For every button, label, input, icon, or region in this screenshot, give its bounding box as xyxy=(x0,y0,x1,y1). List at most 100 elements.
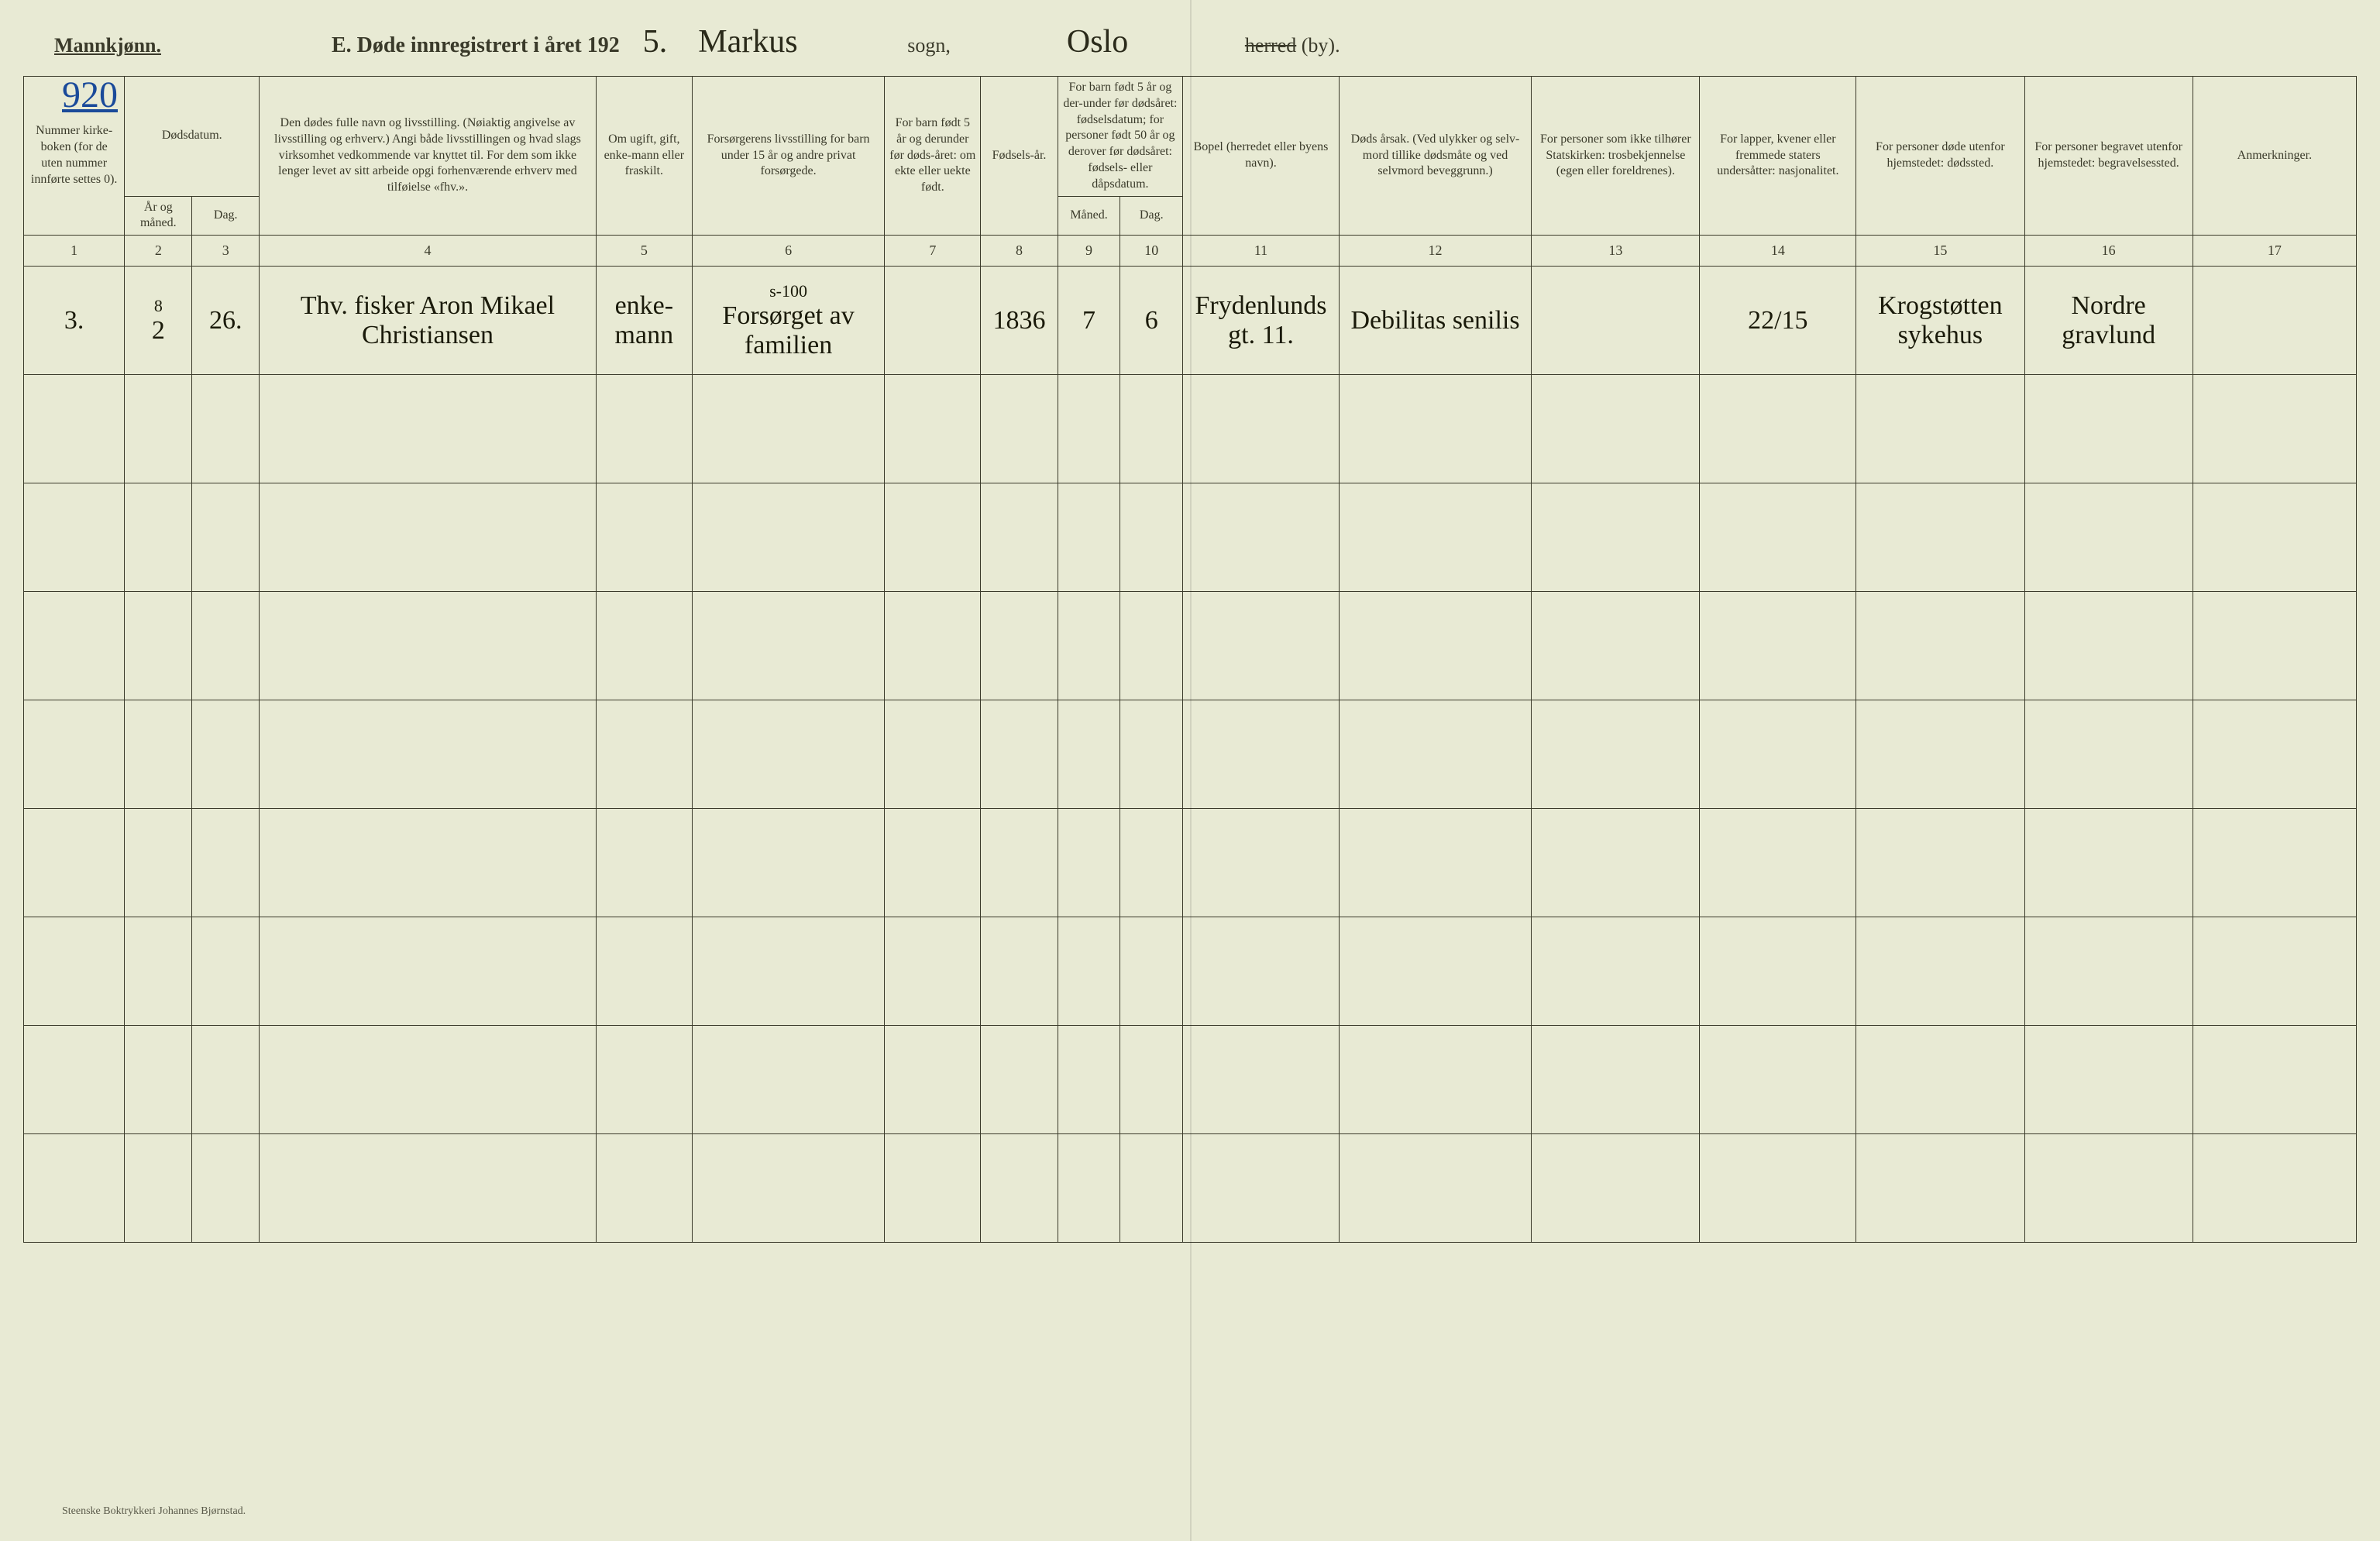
col-header-7: For barn født 5 år og derunder før døds-… xyxy=(885,77,981,236)
cell: Krogstøtten sykehus xyxy=(1856,267,2024,375)
cell-empty xyxy=(692,917,884,1026)
cell-empty xyxy=(192,917,260,1026)
cell-empty xyxy=(125,592,192,700)
cell-empty xyxy=(260,917,597,1026)
cell: Debilitas senilis xyxy=(1339,267,1531,375)
sogn-label: sogn, xyxy=(907,34,951,57)
cell-empty xyxy=(1120,809,1183,917)
column-number: 17 xyxy=(2193,236,2356,267)
cell-empty xyxy=(596,592,692,700)
table-row-empty xyxy=(24,592,2357,700)
cell-empty xyxy=(981,809,1058,917)
cell-empty xyxy=(1700,917,1856,1026)
cell-empty xyxy=(1183,917,1340,1026)
column-number: 3 xyxy=(192,236,260,267)
cell-empty xyxy=(1856,483,2024,592)
cell-empty xyxy=(1058,1134,1120,1243)
cell-empty xyxy=(125,1134,192,1243)
cell-empty xyxy=(981,700,1058,809)
cell: 6 xyxy=(1120,267,1183,375)
cell-empty xyxy=(596,700,692,809)
cell-empty xyxy=(260,1134,597,1243)
cell: Nordre gravlund xyxy=(2024,267,2193,375)
cell-empty xyxy=(1058,809,1120,917)
column-number: 12 xyxy=(1339,236,1531,267)
cell xyxy=(1532,267,1700,375)
col-header-12: Døds årsak. (Ved ulykker og selv-mord ti… xyxy=(1339,77,1531,236)
table-row-empty xyxy=(24,917,2357,1026)
cell-empty xyxy=(192,1134,260,1243)
col-header-13: For personer som ikke tilhører Statskirk… xyxy=(1532,77,1700,236)
column-number: 4 xyxy=(260,236,597,267)
column-number: 1 xyxy=(24,236,125,267)
column-number: 10 xyxy=(1120,236,1183,267)
cell-empty xyxy=(1183,592,1340,700)
cell-empty xyxy=(2024,483,2193,592)
cell-empty xyxy=(192,375,260,483)
cell-empty xyxy=(885,809,981,917)
col-header-9-10-top: For barn født 5 år og der-under før døds… xyxy=(1058,77,1182,197)
cell-empty xyxy=(596,809,692,917)
cell-empty xyxy=(692,483,884,592)
cell-empty xyxy=(1532,483,1700,592)
cell-empty xyxy=(260,700,597,809)
cell: 7 xyxy=(1058,267,1120,375)
col-header-11: Bopel (herredet eller byens navn). xyxy=(1183,77,1340,236)
parish-name: Markus xyxy=(690,23,892,60)
cell-empty xyxy=(260,809,597,917)
cell-empty xyxy=(885,700,981,809)
col-header-9: Måned. xyxy=(1058,196,1120,236)
col-header-3: Dag. xyxy=(192,196,260,236)
column-number: 15 xyxy=(1856,236,2024,267)
cell-empty xyxy=(1532,375,1700,483)
cell-empty xyxy=(1120,375,1183,483)
cell-empty xyxy=(1532,1026,1700,1134)
cell: 22/15 xyxy=(1700,267,1856,375)
cell-empty xyxy=(1856,1134,2024,1243)
cell-empty xyxy=(125,375,192,483)
cell-empty xyxy=(1339,375,1531,483)
cell-empty xyxy=(1183,700,1340,809)
cell-empty xyxy=(692,592,884,700)
cell-empty xyxy=(885,592,981,700)
cell-empty xyxy=(24,1026,125,1134)
cell-empty xyxy=(2024,917,2193,1026)
cell-empty xyxy=(192,809,260,917)
cell-empty xyxy=(2024,1026,2193,1134)
cell-empty xyxy=(24,700,125,809)
cell: 3. xyxy=(24,267,125,375)
cell-empty xyxy=(981,483,1058,592)
cell-empty xyxy=(1532,1134,1700,1243)
col-header-2: År og måned. xyxy=(125,196,192,236)
cell-empty xyxy=(885,1134,981,1243)
cell-empty xyxy=(2024,1134,2193,1243)
page-header: Mannkjønn. E. Døde innregistrert i året … xyxy=(23,15,2357,76)
table-row-empty xyxy=(24,483,2357,592)
column-number: 2 xyxy=(125,236,192,267)
col-header-15: For personer døde utenfor hjemstedet: dø… xyxy=(1856,77,2024,236)
cell-empty xyxy=(1700,375,1856,483)
table-row-empty xyxy=(24,809,2357,917)
cell: 26. xyxy=(192,267,260,375)
cell-empty xyxy=(1339,592,1531,700)
cell-empty xyxy=(125,700,192,809)
cell-empty xyxy=(1339,700,1531,809)
cell-empty xyxy=(2193,1134,2356,1243)
page-number: 920 xyxy=(62,74,118,116)
gender-label: Mannkjønn. xyxy=(54,34,161,57)
column-number: 6 xyxy=(692,236,884,267)
cell-empty xyxy=(885,917,981,1026)
table-row-empty xyxy=(24,700,2357,809)
cell-empty xyxy=(2193,700,2356,809)
cell-empty xyxy=(1856,809,2024,917)
cell-empty xyxy=(692,700,884,809)
cell-empty xyxy=(24,375,125,483)
cell-empty xyxy=(596,1026,692,1134)
cell-empty xyxy=(1058,483,1120,592)
cell: 1836 xyxy=(981,267,1058,375)
title-prefix: E. Døde innregistrert i året 192 xyxy=(332,33,620,58)
cell-empty xyxy=(260,1026,597,1134)
column-number: 8 xyxy=(981,236,1058,267)
cell-empty xyxy=(1856,1026,2024,1134)
cell-empty xyxy=(260,483,597,592)
